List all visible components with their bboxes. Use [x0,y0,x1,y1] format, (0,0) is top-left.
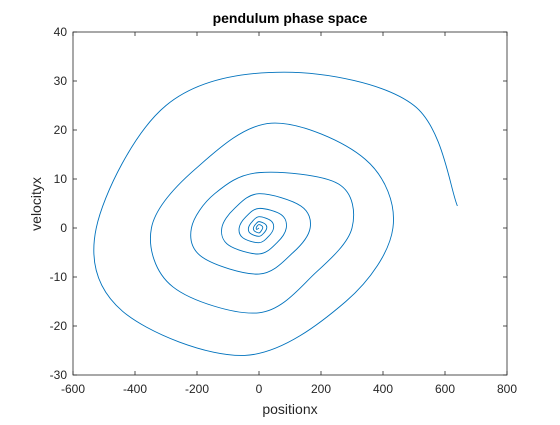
x-tick-label: 0 [256,382,263,396]
x-tick-label: -200 [185,382,209,396]
phase-space-trajectory-line [93,71,458,356]
x-tick-label: 600 [435,382,455,396]
chart-title: pendulum phase space [213,10,368,26]
x-tick-label: -600 [61,382,85,396]
y-tick-label: -10 [50,270,68,284]
y-tick-label: -30 [50,368,68,382]
x-tick-label: 400 [373,382,393,396]
y-tick-label: 20 [54,123,68,137]
x-tick-label: -400 [123,382,147,396]
y-tick-label: 10 [54,172,68,186]
y-axis-label: velocityx [28,177,44,231]
plot-area-box [72,31,508,376]
plot-area-background [73,32,507,375]
y-tick-label: 40 [54,25,68,39]
y-tick-label: 0 [60,221,67,235]
x-tick-label: 200 [311,382,331,396]
y-tick-label: 30 [54,74,68,88]
y-tick-label: -20 [50,319,68,333]
x-axis-label: positionx [262,401,317,417]
x-tick-label: 800 [497,382,517,396]
